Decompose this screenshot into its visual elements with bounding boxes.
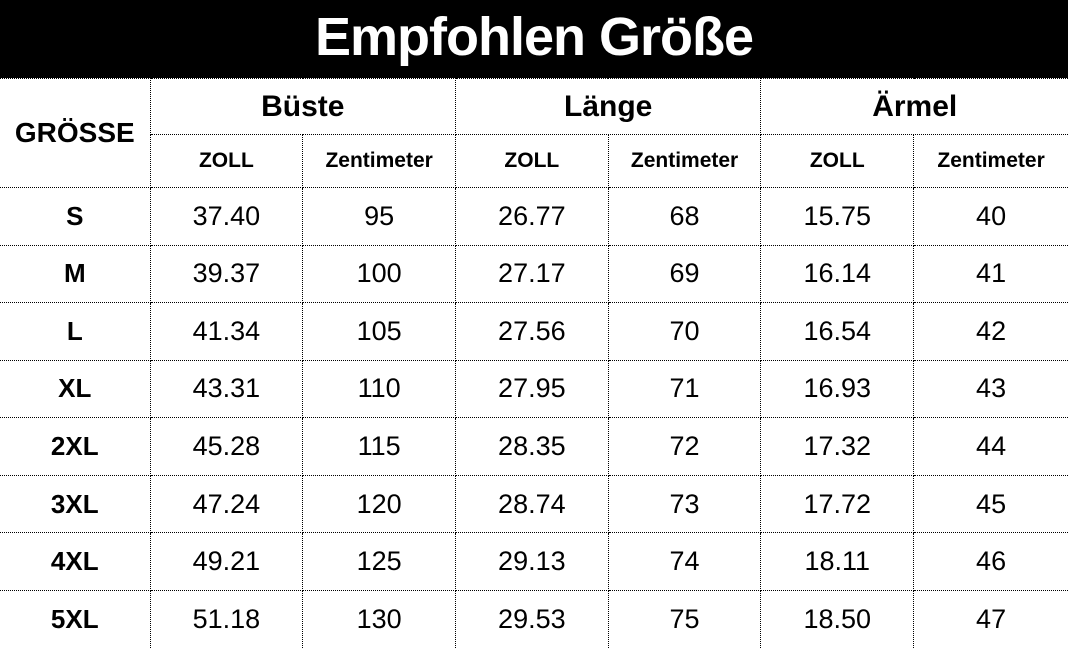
value-cell: 28.74 [455, 475, 609, 534]
value-cell: 74 [608, 532, 762, 591]
value-cell: 16.14 [760, 245, 915, 304]
value-cell: 18.11 [760, 532, 915, 591]
value-cell: 44 [913, 417, 1068, 476]
value-cell: 15.75 [760, 187, 915, 246]
value-cell: 29.53 [455, 590, 609, 648]
value-cell: 71 [608, 360, 762, 419]
size-cell: L [0, 302, 151, 361]
size-table: GRÖSSE Büste Länge Ärmel ZOLL Zentimeter… [0, 78, 1068, 648]
value-cell: 115 [302, 417, 456, 476]
value-cell: 43 [913, 360, 1068, 419]
unit-header-cell: ZOLL [455, 134, 609, 188]
value-cell: 43.31 [150, 360, 304, 419]
value-cell: 45.28 [150, 417, 304, 476]
table-row: 2XL 45.28 115 28.35 72 17.32 44 [0, 417, 1068, 476]
value-cell: 45 [913, 475, 1068, 534]
value-cell: 41 [913, 245, 1068, 304]
unit-header-cell: Zentimeter [302, 134, 456, 188]
value-cell: 16.54 [760, 302, 915, 361]
value-cell: 47.24 [150, 475, 304, 534]
value-cell: 26.77 [455, 187, 609, 246]
value-cell: 16.93 [760, 360, 915, 419]
size-cell: 2XL [0, 417, 151, 476]
table-row: M 39.37 100 27.17 69 16.14 41 [0, 245, 1068, 304]
value-cell: 125 [302, 532, 456, 591]
value-cell: 69 [608, 245, 762, 304]
table-row: 3XL 47.24 120 28.74 73 17.72 45 [0, 475, 1068, 534]
value-cell: 75 [608, 590, 762, 648]
unit-header-cell: Zentimeter [913, 134, 1068, 188]
value-cell: 41.34 [150, 302, 304, 361]
value-cell: 27.95 [455, 360, 609, 419]
value-cell: 42 [913, 302, 1068, 361]
value-cell: 100 [302, 245, 456, 304]
unit-header-cell: Zentimeter [608, 134, 762, 188]
value-cell: 120 [302, 475, 456, 534]
group-header-cell-laenge: Länge [455, 78, 762, 135]
size-cell: 5XL [0, 590, 151, 648]
group-header-row: GRÖSSE Büste Länge Ärmel [0, 78, 1068, 188]
value-cell: 49.21 [150, 532, 304, 591]
value-cell: 27.17 [455, 245, 609, 304]
value-cell: 72 [608, 417, 762, 476]
size-cell: S [0, 187, 151, 246]
value-cell: 40 [913, 187, 1068, 246]
size-cell: 4XL [0, 532, 151, 591]
value-cell: 27.56 [455, 302, 609, 361]
value-cell: 110 [302, 360, 456, 419]
unit-header-cell: ZOLL [760, 134, 915, 188]
value-cell: 51.18 [150, 590, 304, 648]
value-cell: 17.32 [760, 417, 915, 476]
value-cell: 47 [976, 603, 1007, 634]
value-cell: 17.72 [760, 475, 915, 534]
value-cell: 18.50 [760, 590, 915, 648]
value-cell: 29.13 [455, 532, 609, 591]
value-cell: 28.35 [455, 417, 609, 476]
value-cell: 68 [608, 187, 762, 246]
unit-header-row: ZOLL Zentimeter ZOLL Zentimeter ZOLL Zen… [0, 134, 1068, 188]
table-row: L 41.34 105 27.56 70 16.54 42 [0, 302, 1068, 361]
value-cell: 37.40 [150, 187, 304, 246]
value-cell: 46 [913, 532, 1068, 591]
table-row: 5XL 51.18 130 29.53 75 18.50 47 [0, 590, 1068, 648]
size-cell: XL [0, 360, 151, 419]
table-row: XL 43.31 110 27.95 71 16.93 43 [0, 360, 1068, 419]
value-cell: 95 [302, 187, 456, 246]
page-title: Empfohlen Größe [314, 7, 754, 67]
value-cell: 73 [608, 475, 762, 534]
group-header-cell-aermel: Ärmel [760, 78, 1068, 135]
title-bar: Empfohlen Größe [0, 0, 1068, 78]
table-row: S 37.40 95 26.77 68 15.75 40 [0, 187, 1068, 246]
unit-header-cell: ZOLL [150, 134, 304, 188]
value-cell: 39.37 [150, 245, 304, 304]
value-cell: 70 [608, 302, 762, 361]
value-cell: 130 [302, 590, 456, 648]
size-cell: 3XL [0, 475, 151, 534]
table-row: 4XL 49.21 125 29.13 74 18.11 46 [0, 532, 1068, 591]
group-header-cell-bueste: Büste [150, 78, 456, 135]
value-cell: 105 [302, 302, 456, 361]
corner-header-cell: GRÖSSE [0, 78, 151, 188]
size-cell: M [0, 245, 151, 304]
